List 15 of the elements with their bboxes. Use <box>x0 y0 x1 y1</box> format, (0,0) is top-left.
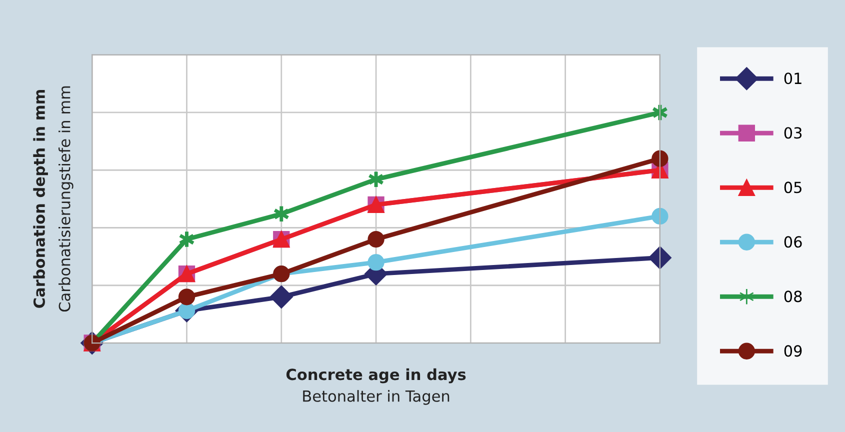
point <box>652 208 668 225</box>
point <box>368 254 384 271</box>
x-axis-title: Concrete age in days Betonalter in Tagen <box>286 368 466 405</box>
legend-label: 03 <box>784 127 802 139</box>
y-axis-title: Carbonation depth in mm Carbonatisierungstiefe in mm <box>33 86 74 312</box>
legend-label: 08 <box>784 290 802 302</box>
point <box>178 288 196 306</box>
legend-label: 01 <box>784 72 802 84</box>
legend-label: 06 <box>784 236 802 248</box>
point <box>368 230 384 248</box>
point <box>648 246 672 270</box>
legend-label: 09 <box>784 345 802 357</box>
point <box>652 150 668 167</box>
point <box>270 285 293 308</box>
legend-label: 05 <box>784 182 802 194</box>
